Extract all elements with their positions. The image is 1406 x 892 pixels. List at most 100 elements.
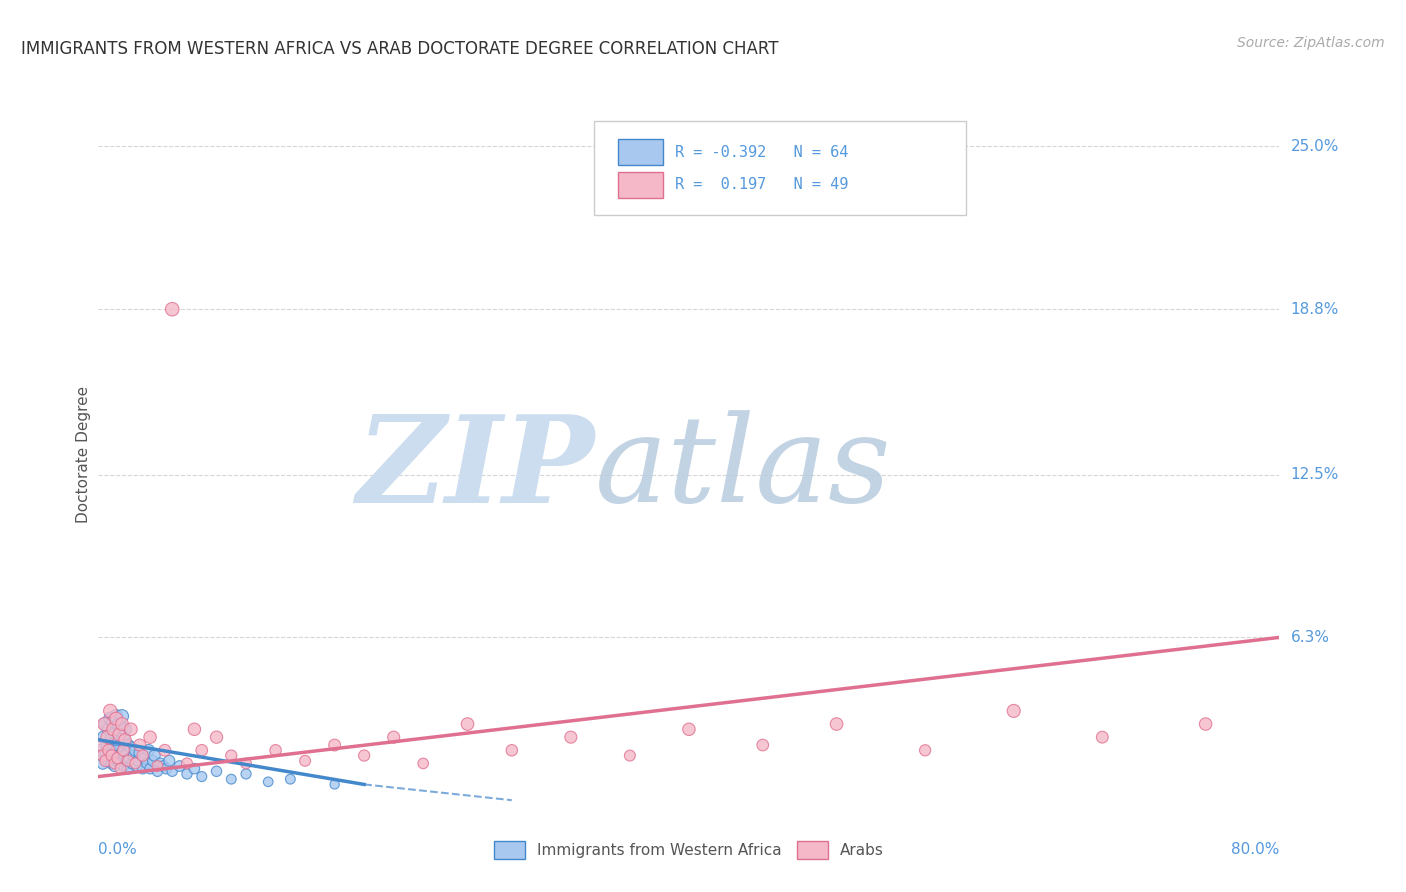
Point bbox=[235, 767, 257, 781]
Point bbox=[90, 743, 112, 757]
Point bbox=[91, 756, 114, 771]
Point bbox=[353, 748, 375, 763]
Point bbox=[115, 754, 138, 768]
Point bbox=[501, 743, 523, 757]
Point bbox=[100, 748, 122, 763]
Point bbox=[191, 770, 214, 784]
Point bbox=[103, 746, 125, 760]
Point bbox=[110, 756, 132, 771]
Point bbox=[128, 746, 150, 760]
Point bbox=[221, 748, 243, 763]
Point bbox=[183, 723, 205, 737]
Point bbox=[117, 738, 139, 752]
Point bbox=[117, 762, 139, 776]
Point bbox=[183, 762, 205, 776]
Text: 80.0%: 80.0% bbox=[1232, 842, 1279, 856]
Text: IMMIGRANTS FROM WESTERN AFRICA VS ARAB DOCTORATE DEGREE CORRELATION CHART: IMMIGRANTS FROM WESTERN AFRICA VS ARAB D… bbox=[21, 40, 779, 58]
Point bbox=[280, 772, 302, 787]
Point bbox=[221, 772, 243, 787]
Point bbox=[176, 756, 198, 771]
Text: R =  0.197   N = 49: R = 0.197 N = 49 bbox=[675, 178, 848, 193]
Point bbox=[235, 756, 257, 771]
Point bbox=[1195, 717, 1218, 731]
Point bbox=[104, 756, 127, 771]
Point bbox=[111, 709, 134, 723]
Point bbox=[105, 712, 128, 726]
Point bbox=[825, 717, 848, 731]
Point bbox=[169, 759, 191, 773]
Point bbox=[112, 759, 135, 773]
Point bbox=[128, 738, 150, 752]
Point bbox=[132, 762, 155, 776]
Point bbox=[678, 723, 700, 737]
Point bbox=[125, 759, 148, 773]
Text: 6.3%: 6.3% bbox=[1291, 630, 1330, 645]
Text: R = -0.392   N = 64: R = -0.392 N = 64 bbox=[675, 145, 848, 160]
Point bbox=[114, 732, 136, 747]
Point bbox=[146, 759, 169, 773]
Point bbox=[124, 743, 146, 757]
Point bbox=[108, 748, 131, 763]
Point bbox=[146, 764, 169, 779]
Point bbox=[142, 754, 165, 768]
Point bbox=[96, 730, 118, 744]
Point bbox=[1002, 704, 1025, 718]
Point bbox=[752, 738, 775, 752]
Text: Source: ZipAtlas.com: Source: ZipAtlas.com bbox=[1237, 36, 1385, 50]
Point bbox=[205, 764, 228, 779]
Point bbox=[108, 717, 131, 731]
Point bbox=[157, 754, 180, 768]
Text: 25.0%: 25.0% bbox=[1291, 139, 1339, 154]
Point bbox=[323, 777, 346, 791]
Point bbox=[143, 748, 166, 763]
Point bbox=[100, 756, 122, 771]
Point bbox=[98, 704, 121, 718]
Point bbox=[97, 723, 120, 737]
Point bbox=[110, 725, 132, 739]
Point bbox=[323, 738, 346, 752]
Point bbox=[162, 764, 183, 779]
Text: 0.0%: 0.0% bbox=[98, 842, 138, 856]
Legend: Immigrants from Western Africa, Arabs: Immigrants from Western Africa, Arabs bbox=[488, 835, 890, 864]
Point bbox=[122, 748, 145, 763]
Point bbox=[93, 717, 115, 731]
Point bbox=[114, 723, 136, 737]
Point bbox=[96, 738, 118, 752]
Point bbox=[97, 754, 120, 768]
Point bbox=[104, 727, 127, 741]
Point bbox=[412, 756, 434, 771]
Point bbox=[139, 762, 162, 776]
Point bbox=[94, 748, 117, 763]
Text: ZIP: ZIP bbox=[356, 409, 595, 528]
Point bbox=[103, 723, 125, 737]
Point bbox=[162, 302, 183, 317]
Point bbox=[93, 730, 115, 744]
Point bbox=[120, 723, 142, 737]
Point bbox=[153, 743, 176, 757]
Point bbox=[127, 754, 149, 768]
Point bbox=[205, 730, 228, 744]
Point bbox=[112, 730, 135, 744]
Point bbox=[176, 767, 198, 781]
Point bbox=[114, 748, 136, 763]
Point bbox=[103, 714, 125, 729]
Point bbox=[94, 754, 117, 768]
Point bbox=[90, 738, 112, 752]
Point bbox=[105, 709, 128, 723]
Point bbox=[97, 743, 120, 757]
Point bbox=[191, 743, 214, 757]
Point bbox=[619, 748, 641, 763]
Point bbox=[111, 746, 134, 760]
Point bbox=[294, 754, 316, 768]
Point bbox=[98, 743, 121, 757]
Point bbox=[111, 717, 134, 731]
Point bbox=[136, 756, 159, 771]
FancyBboxPatch shape bbox=[619, 172, 664, 198]
Point bbox=[100, 730, 122, 744]
Point bbox=[257, 774, 280, 789]
Point bbox=[139, 730, 162, 744]
Point bbox=[121, 756, 143, 771]
Point bbox=[117, 754, 139, 768]
Point bbox=[91, 748, 114, 763]
Text: atlas: atlas bbox=[595, 410, 891, 527]
